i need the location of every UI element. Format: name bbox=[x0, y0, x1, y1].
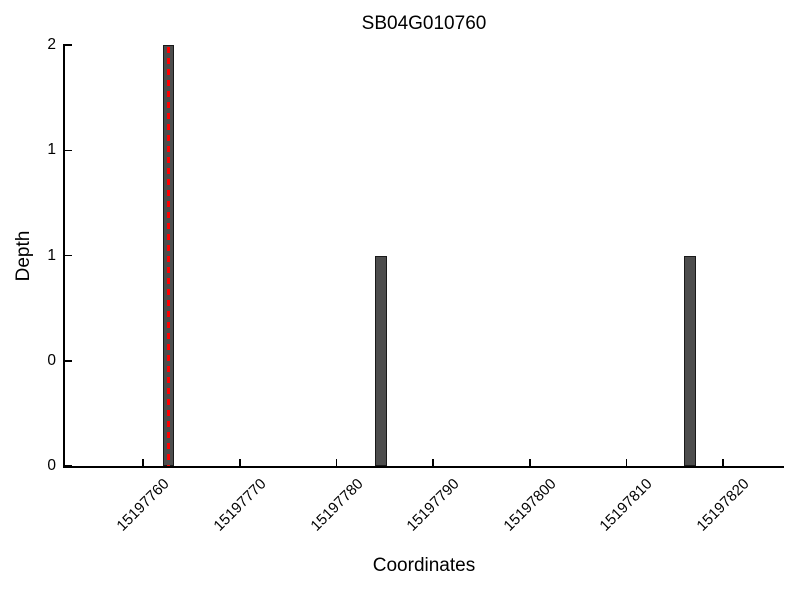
depth-bar bbox=[375, 255, 387, 466]
x-tick-label: 15197790 bbox=[403, 475, 463, 535]
x-tick bbox=[625, 459, 628, 466]
x-tick bbox=[432, 459, 434, 466]
x-tick bbox=[722, 459, 724, 466]
marker-line bbox=[166, 46, 170, 466]
x-tick bbox=[239, 459, 241, 466]
x-axis-line bbox=[63, 466, 784, 468]
depth-bar bbox=[684, 255, 697, 466]
x-tick-label: 15197820 bbox=[693, 475, 753, 535]
x-tick-label: 15197760 bbox=[113, 475, 173, 535]
y-tick-label: 2 bbox=[47, 36, 56, 53]
x-tick-label: 15197770 bbox=[210, 475, 270, 535]
y-tick bbox=[65, 44, 72, 46]
y-tick bbox=[65, 149, 72, 151]
y-tick-label: 0 bbox=[47, 351, 56, 369]
x-axis-label: Coordinates bbox=[372, 555, 476, 576]
x-tick-label: 15197780 bbox=[306, 475, 367, 535]
y-tick bbox=[65, 465, 72, 467]
y-tick-label: 0 bbox=[47, 457, 56, 474]
chart-title: SB04G010760 bbox=[361, 13, 487, 34]
x-tick bbox=[529, 459, 531, 466]
x-tick-label: 15197810 bbox=[596, 475, 657, 535]
x-tick bbox=[142, 459, 144, 466]
y-tick bbox=[65, 360, 72, 362]
y-tick bbox=[65, 254, 72, 257]
y-tick-label: 1 bbox=[47, 141, 56, 159]
y-tick-label: 1 bbox=[47, 246, 56, 264]
y-axis-line bbox=[63, 44, 65, 468]
x-tick bbox=[335, 459, 338, 466]
x-tick-label: 15197800 bbox=[500, 475, 560, 535]
